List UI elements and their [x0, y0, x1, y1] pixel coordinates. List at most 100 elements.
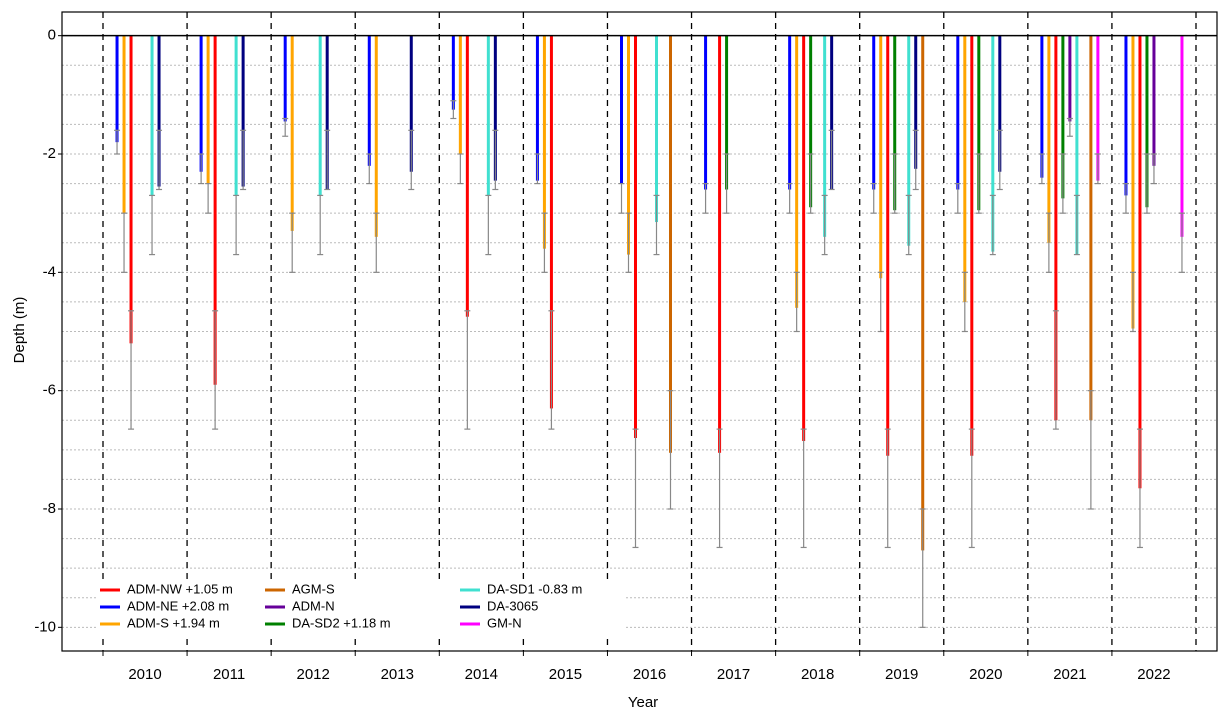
bar: [1152, 35, 1156, 166]
bar: [115, 35, 119, 143]
bar: [886, 35, 890, 456]
legend-box: [96, 580, 626, 634]
bar: [542, 35, 546, 249]
x-tick-label: 2020: [969, 666, 1002, 683]
legend-label: ADM-NE +2.08 m: [127, 598, 229, 613]
x-tick-label: 2012: [297, 666, 330, 683]
bar: [1089, 35, 1093, 421]
bar: [409, 35, 413, 172]
bar: [991, 35, 995, 252]
x-tick-label: 2018: [801, 666, 834, 683]
bar: [704, 35, 708, 190]
bar: [290, 35, 294, 231]
y-tick-label: -10: [34, 618, 56, 635]
bar: [1047, 35, 1051, 243]
bar: [830, 35, 834, 190]
y-axis-title: Depth (m): [11, 297, 28, 364]
plot-frame: [61, 11, 1218, 652]
bar: [1124, 35, 1128, 196]
bar: [963, 35, 967, 302]
bar: [788, 35, 792, 190]
legend-label: DA-SD2 +1.18 m: [292, 615, 391, 630]
bar: [1145, 35, 1149, 208]
y-tick-label: -6: [43, 382, 56, 399]
legend-label: AGM-S: [292, 581, 335, 596]
bar: [1068, 35, 1072, 122]
bar: [213, 35, 217, 385]
bar: [879, 35, 883, 279]
bar: [122, 35, 126, 214]
bar: [241, 35, 245, 187]
bar: [199, 35, 203, 172]
bar: [458, 35, 462, 154]
x-tick-label: 2021: [1053, 666, 1086, 683]
bar: [1075, 35, 1079, 255]
bar: [451, 35, 455, 110]
bar: [802, 35, 806, 441]
bar: [234, 35, 238, 196]
x-tick-label: 2019: [885, 666, 918, 683]
bar: [318, 35, 322, 196]
bar: [914, 35, 918, 169]
y-tick-label: -4: [43, 263, 56, 280]
bar: [998, 35, 1002, 172]
x-tick-label: 2010: [128, 666, 161, 683]
bar: [325, 35, 329, 190]
legend-label: GM-N: [487, 615, 522, 630]
bar: [970, 35, 974, 456]
x-axis-title: Year: [628, 694, 658, 711]
bar: [823, 35, 827, 237]
bar: [206, 35, 210, 184]
bar: [1054, 35, 1058, 421]
bar: [283, 35, 287, 122]
legend-label: ADM-S +1.94 m: [127, 615, 220, 630]
legend-label: ADM-N: [292, 598, 335, 613]
bar: [718, 35, 722, 453]
x-tick-label: 2014: [465, 666, 498, 683]
bar: [809, 35, 813, 208]
bar: [1131, 35, 1135, 329]
bar: [669, 35, 672, 453]
y-tick-label: 0: [48, 27, 56, 44]
bar: [374, 35, 378, 237]
legend-label: DA-SD1 -0.83 m: [487, 581, 582, 596]
bar: [872, 35, 876, 190]
bar: [1040, 35, 1044, 178]
bar: [627, 35, 630, 255]
bar: [921, 35, 925, 551]
x-tick-label: 2011: [213, 666, 245, 683]
legend-label: DA-3065: [487, 598, 538, 613]
bar: [977, 35, 981, 211]
bar: [634, 35, 637, 439]
bar: [486, 35, 490, 196]
bar: [535, 35, 539, 181]
bar: [157, 35, 161, 187]
bar: [1138, 35, 1142, 489]
bar: [493, 35, 497, 181]
bar: [129, 35, 133, 344]
bar: [549, 35, 553, 409]
bar: [1096, 35, 1100, 181]
bar: [893, 35, 897, 211]
x-tick-label: 2022: [1137, 666, 1170, 683]
bar: [620, 35, 623, 184]
bar: [465, 35, 469, 317]
bar: [1061, 35, 1065, 199]
bar: [367, 35, 371, 166]
x-tick-label: 2017: [717, 666, 750, 683]
legend-label: ADM-NW +1.05 m: [127, 581, 233, 596]
x-tick-label: 2015: [549, 666, 582, 683]
bar: [725, 35, 729, 190]
y-tick-label: -8: [43, 500, 56, 517]
bar: [907, 35, 911, 246]
x-tick-label: 2013: [381, 666, 414, 683]
bar: [1180, 35, 1184, 237]
bar: [655, 35, 658, 223]
x-tick-label: 2016: [633, 666, 666, 683]
bar: [795, 35, 799, 308]
bar: [956, 35, 960, 190]
bar: [150, 35, 154, 196]
y-tick-label: -2: [43, 145, 56, 162]
